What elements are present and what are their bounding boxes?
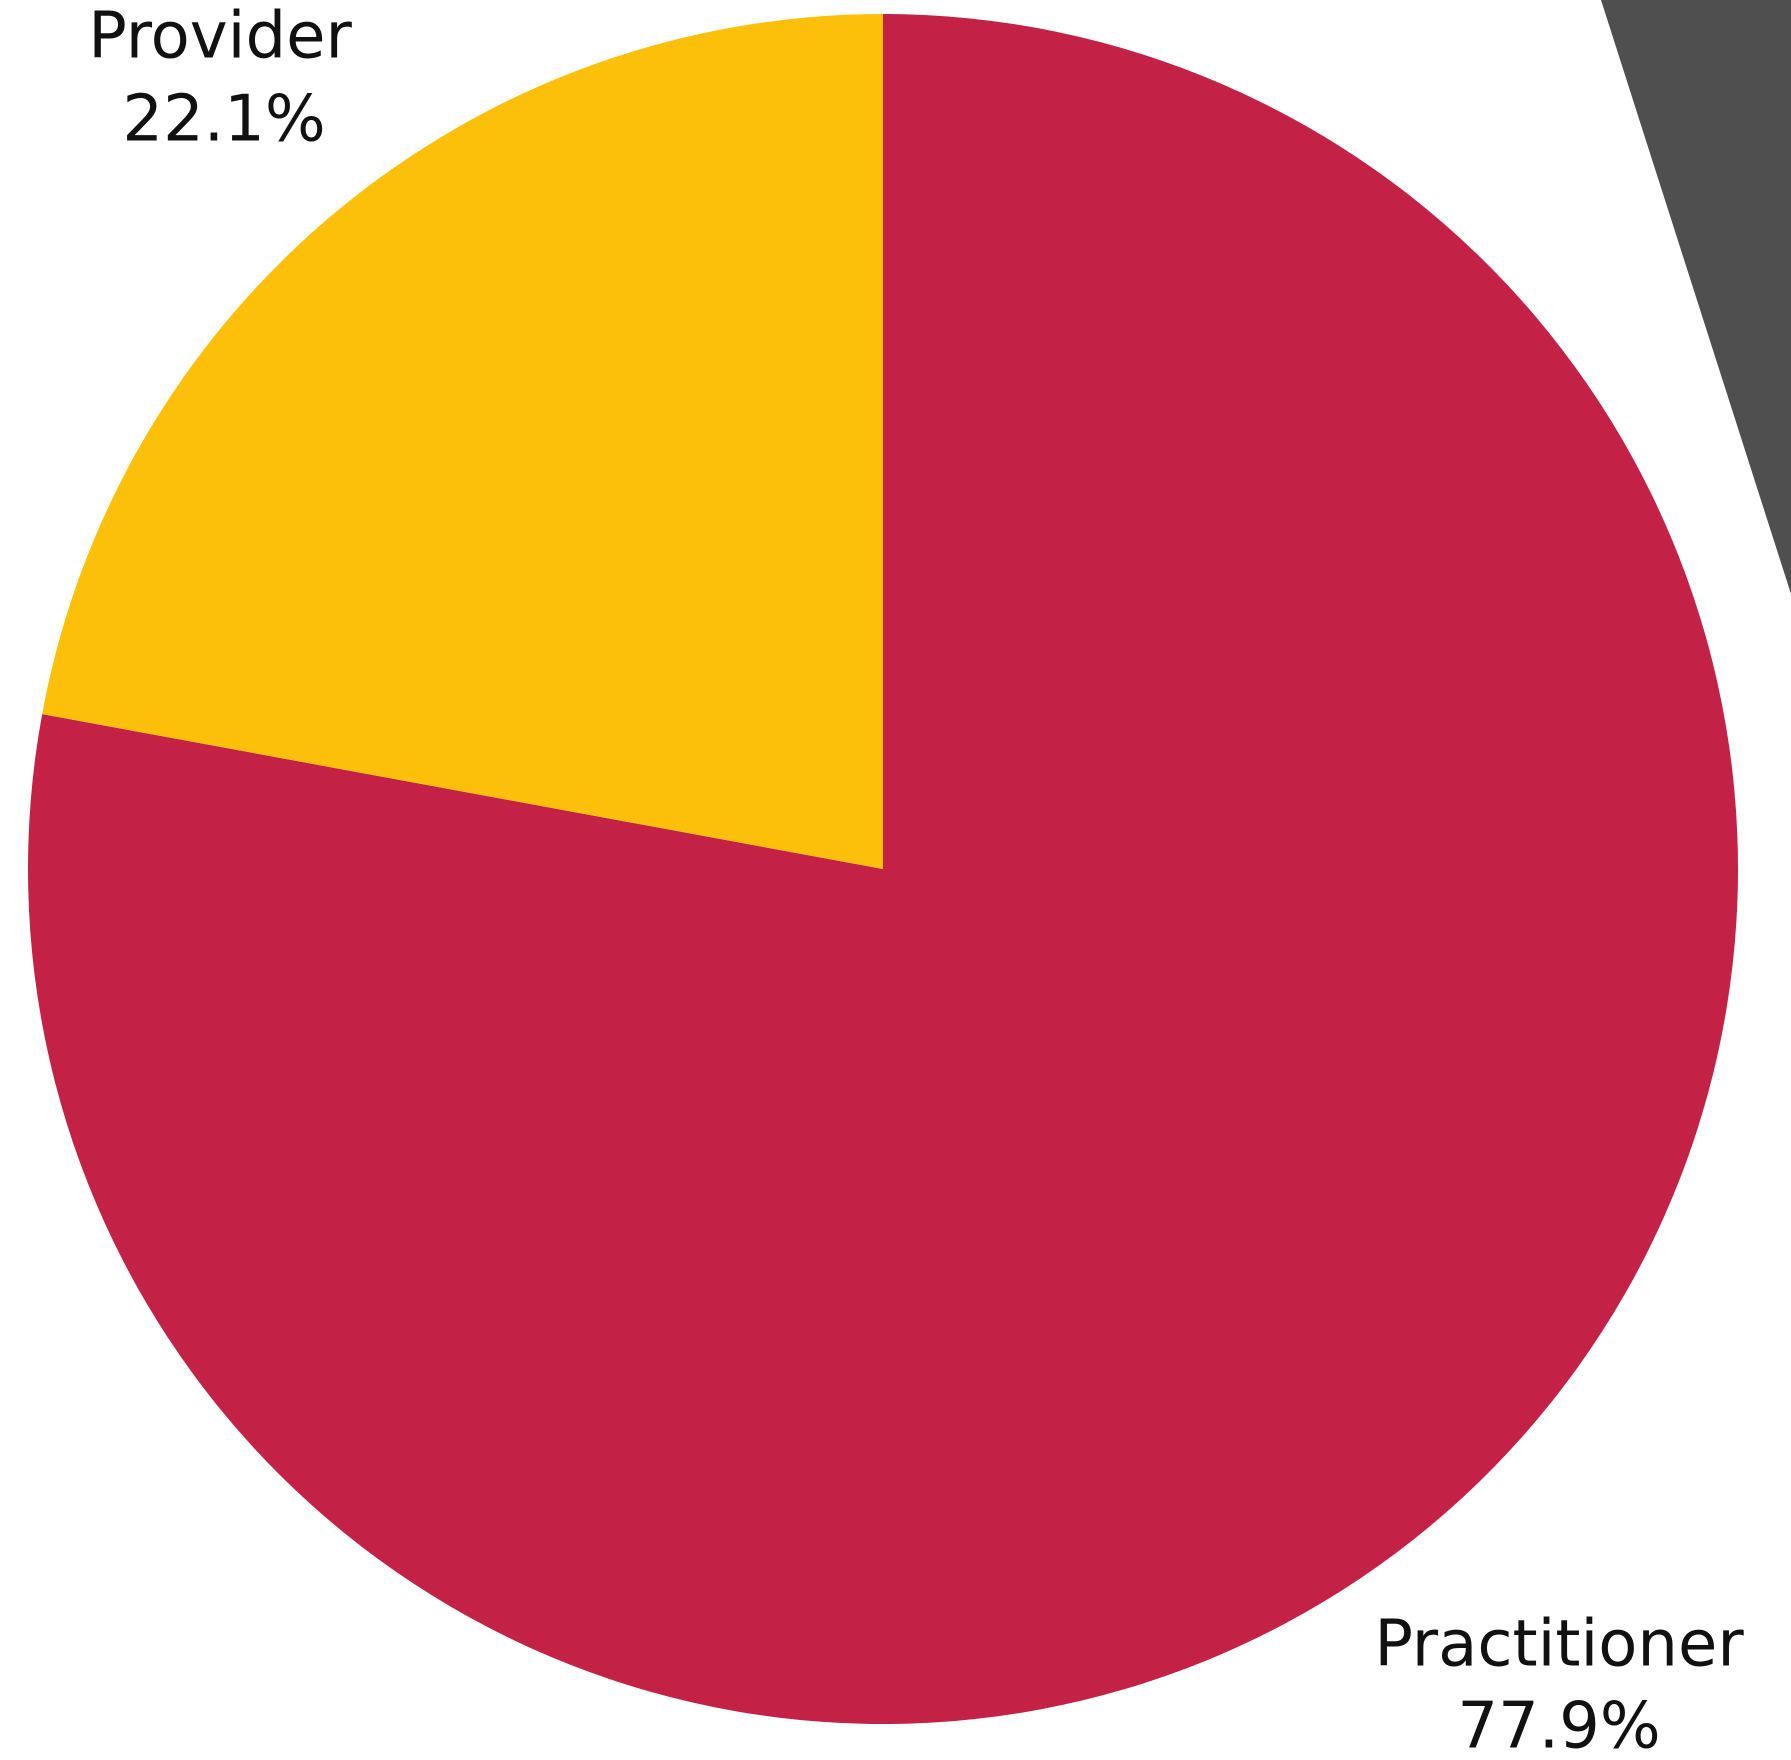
slice-value-label: 22.1% <box>122 83 325 157</box>
decoration <box>1601 0 1791 594</box>
slice-value-label: 77.9% <box>1457 1690 1660 1760</box>
slice-label: Provider <box>88 0 352 74</box>
slice-label: Practitioner <box>1374 1608 1744 1682</box>
pie-slice <box>42 14 883 869</box>
pie <box>27 14 1738 1725</box>
pie-slice <box>27 14 1738 1725</box>
